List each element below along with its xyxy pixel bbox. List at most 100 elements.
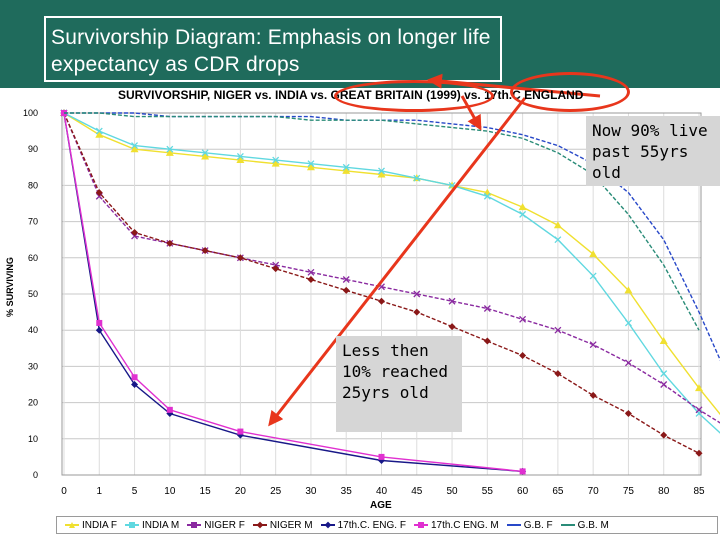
series-point-india-m-4	[201, 149, 209, 157]
series-point-niger-m-7	[307, 276, 315, 284]
x-axis-label: AGE	[370, 500, 392, 511]
series-point-niger-f-17	[660, 381, 668, 388]
series-point-niger-m-2	[131, 228, 139, 236]
series-point-india-f-1	[95, 130, 104, 138]
x-tick-label-10: 10	[164, 486, 176, 497]
chart-legend: INDIA F INDIA M NIGER F NIGER M 17th.C. ENG.…	[56, 516, 718, 534]
series-point-niger-m-14	[554, 370, 562, 378]
arrow-to-17th-c-curve	[268, 97, 527, 427]
series-point-india-m-9	[378, 167, 385, 175]
series-point-india-f-13	[518, 203, 527, 211]
legend-item-17th-c-eng-f: 17th.C. ENG. F	[320, 520, 406, 531]
series-point-india-f-14	[553, 221, 562, 229]
series-point-india-m-16	[624, 319, 632, 327]
series-point-niger-f-6	[272, 261, 280, 269]
note-90-percent: Now 90% live past 55yrs old	[586, 116, 720, 186]
series-point-india-f-9	[377, 170, 386, 178]
series-line-g-b-m	[64, 112, 700, 331]
series-line-niger-f	[63, 112, 720, 424]
legend-item-india-m: INDIA M	[125, 520, 179, 531]
legend-label-g-b-f: G.B. F	[523, 519, 553, 531]
series-point-india-f-4	[201, 152, 210, 160]
y-tick-label-90: 90	[28, 144, 38, 154]
series-point-india-m-10	[413, 174, 421, 182]
series-point-india-m-17	[660, 370, 668, 378]
series-point-niger-m-13	[519, 352, 527, 360]
series-point-niger-m-16	[624, 409, 632, 417]
series-point-india-f-6	[271, 159, 280, 167]
series-point-niger-f-11	[448, 297, 456, 305]
series-line-india-f	[63, 112, 720, 416]
series-point-india-m-8	[342, 163, 350, 171]
y-tick-label-50: 50	[28, 289, 38, 299]
series-point-niger-f-10	[413, 290, 421, 298]
legend-swatch-17th-c-eng-f	[320, 521, 335, 529]
series-point-niger-m-9	[378, 297, 385, 305]
x-tick-label-25: 25	[270, 486, 282, 497]
series-point-niger-f-8	[342, 276, 350, 283]
series-point-niger-f-12	[483, 305, 491, 312]
legend-swatch-g-b-m	[560, 521, 575, 529]
y-axis-label: % SURVIVING	[5, 257, 15, 317]
x-tick-label-65: 65	[552, 486, 564, 497]
y-tick-label-30: 30	[28, 361, 38, 371]
series-point-india-f-15	[589, 250, 598, 258]
x-tick-label-50: 50	[446, 486, 458, 497]
highlight-oval-17th-century	[510, 72, 630, 112]
series-point-niger-f-18	[695, 406, 703, 414]
plot-frame	[61, 112, 702, 476]
x-tick-label-20: 20	[235, 486, 247, 497]
series-point-niger-f-1	[95, 192, 103, 200]
series-point-17th-c-eng-m-6	[519, 468, 526, 475]
slide-title: Survivorship Diagram: Emphasis on longer…	[44, 16, 502, 82]
series-point-india-f-2	[130, 145, 139, 153]
y-tick-label-0: 0	[33, 470, 38, 480]
series-point-niger-m-12	[483, 337, 491, 345]
series-point-india-m-1	[95, 127, 103, 135]
series-point-india-m-14	[554, 236, 562, 244]
x-tick-label-40: 40	[376, 486, 388, 497]
series-point-india-m-15	[589, 272, 597, 280]
legend-swatch-india-f	[65, 521, 79, 529]
series-point-niger-f-15	[589, 341, 597, 349]
legend-swatch-niger-f	[187, 521, 202, 529]
series-point-17th-c-eng-m-3	[166, 406, 173, 413]
series-point-niger-m-5	[236, 254, 244, 262]
series-point-niger-m-15	[589, 391, 597, 399]
series-point-india-m-5	[236, 152, 244, 160]
legend-swatch-niger-m	[252, 521, 267, 529]
y-tick-label-80: 80	[28, 180, 38, 190]
series-point-niger-m-8	[342, 286, 350, 294]
series-point-india-f-18	[695, 384, 703, 392]
x-tick-label-55: 55	[482, 486, 494, 497]
legend-label-niger-m: NIGER M	[269, 519, 313, 531]
legend-item-niger-m: NIGER M	[252, 519, 313, 531]
series-point-india-f-7	[306, 163, 315, 171]
y-tick-label-100: 100	[23, 108, 38, 118]
legend-label-17th-c-eng-m: 17th.C ENG. M	[430, 519, 499, 531]
series-point-india-m-7	[307, 160, 315, 168]
series-point-niger-f-16	[624, 359, 632, 367]
series-point-niger-f-13	[519, 315, 527, 323]
legend-label-niger-f: NIGER F	[204, 519, 245, 531]
note-10-percent: Less then 10% reached 25yrs old	[336, 336, 462, 432]
legend-swatch-g-b-f	[506, 521, 521, 529]
series-point-india-m-3	[166, 145, 174, 153]
series-point-india-m-6	[272, 156, 280, 164]
series-point-niger-f-14	[554, 326, 562, 334]
series-point-niger-m-3	[166, 239, 174, 247]
legend-item-india-f: INDIA F	[65, 520, 117, 531]
legend-swatch-india-m	[125, 521, 140, 529]
x-tick-label-1: 1	[96, 486, 102, 497]
legend-item-g-b-f: G.B. F	[506, 519, 553, 531]
x-tick-label-75: 75	[623, 486, 635, 497]
series-point-niger-f-2	[131, 232, 139, 240]
x-tick-label-30: 30	[305, 486, 317, 497]
series-point-india-f-3	[165, 148, 174, 156]
x-tick-label-45: 45	[411, 486, 423, 497]
series-point-niger-m-10	[413, 308, 421, 316]
series-line-india-m	[63, 112, 720, 434]
x-tick-label-60: 60	[517, 486, 529, 497]
x-tick-label-5: 5	[132, 486, 138, 497]
series-point-17th-c-eng-f-1	[95, 326, 103, 334]
